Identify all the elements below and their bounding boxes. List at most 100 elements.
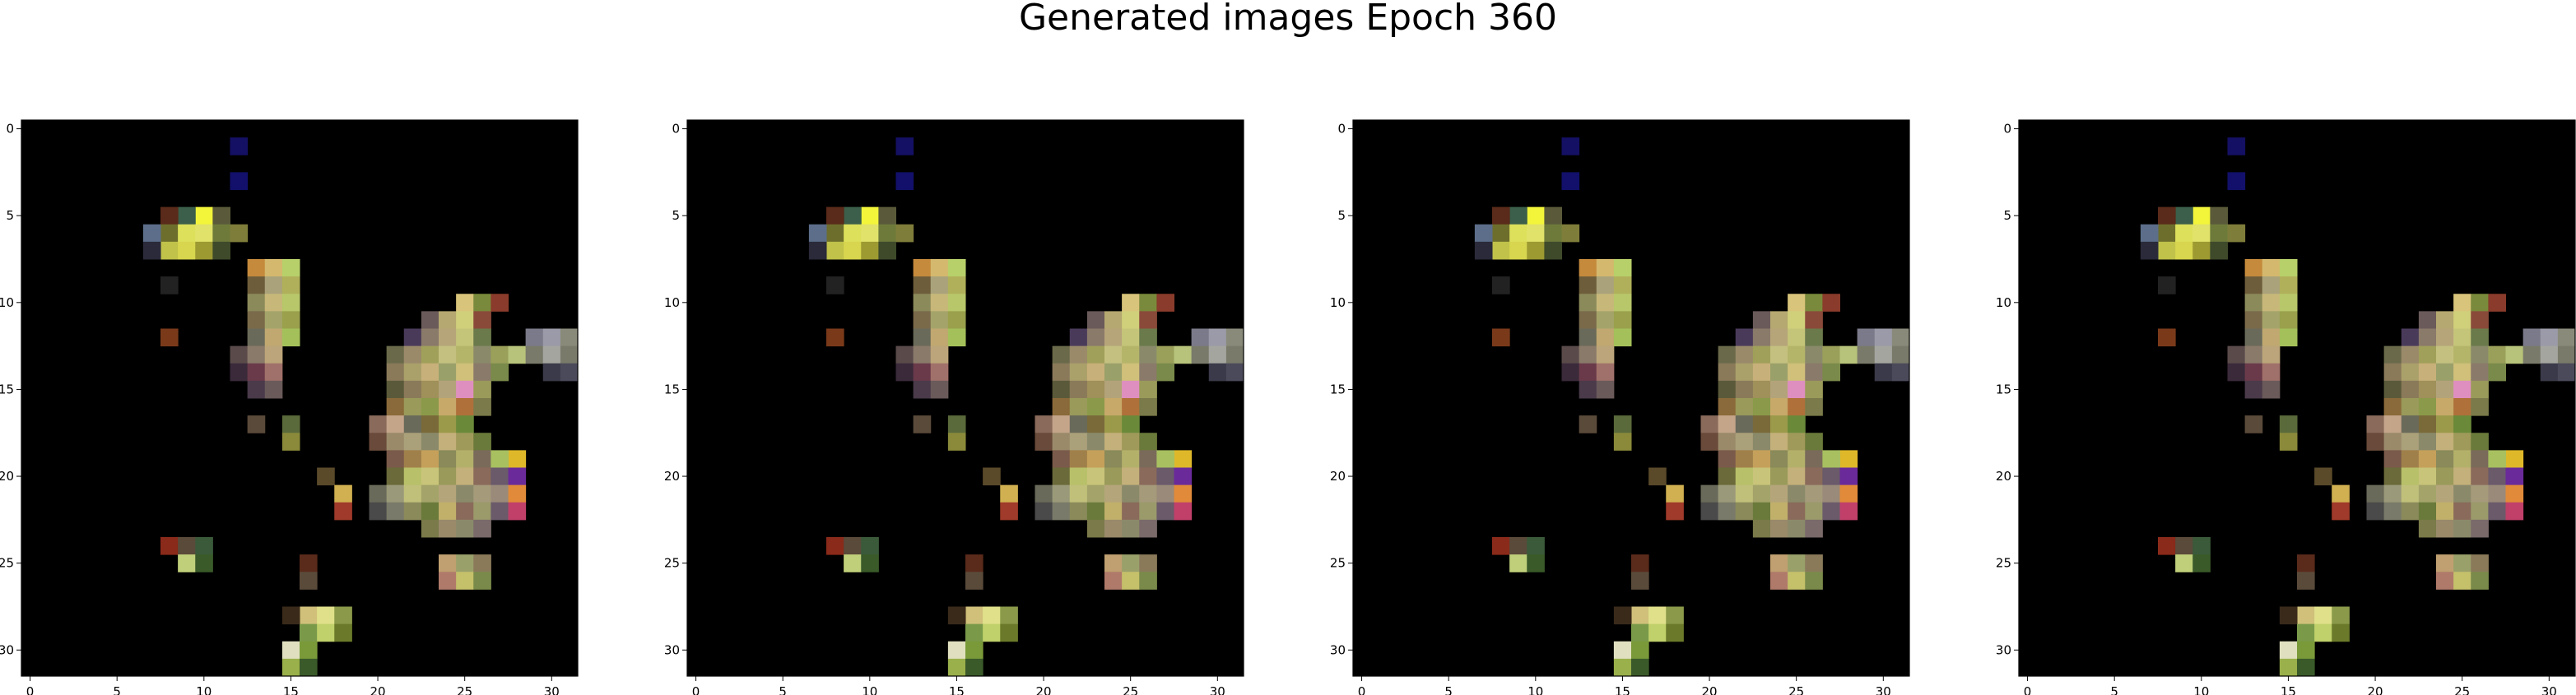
pixel-cell bbox=[1052, 433, 1071, 451]
pixel-cell bbox=[1561, 137, 1580, 155]
pixel-cell bbox=[930, 259, 949, 277]
y-tick-label: 0 bbox=[6, 122, 14, 137]
pixel-cell bbox=[1788, 484, 1806, 503]
pixel-cell bbox=[947, 276, 966, 294]
pixel-cell bbox=[2418, 415, 2437, 433]
pixel-cell bbox=[403, 502, 422, 521]
pixel-cell bbox=[2436, 450, 2454, 469]
pixel-cell bbox=[300, 623, 318, 642]
pixel-cell bbox=[473, 363, 491, 382]
pixel-cell bbox=[300, 572, 318, 590]
pixel-cell bbox=[2262, 276, 2281, 294]
y-tick-label: 30 bbox=[664, 642, 680, 657]
pixel-cell bbox=[1104, 415, 1123, 433]
pixel-cell bbox=[2279, 606, 2298, 625]
pixel-cell bbox=[456, 311, 474, 330]
pixel-cell bbox=[1735, 398, 1754, 416]
pixel-cell bbox=[1579, 328, 1597, 347]
pixel-cell bbox=[2158, 537, 2176, 555]
pixel-cell bbox=[1122, 484, 1140, 503]
pixel-cell bbox=[247, 294, 266, 312]
pixel-cell bbox=[1139, 294, 1157, 312]
pixel-cell bbox=[1035, 415, 1053, 433]
pixel-cell bbox=[439, 311, 457, 330]
pixel-cell bbox=[1122, 328, 1140, 347]
pixel-cell bbox=[2366, 484, 2385, 503]
y-tick-label: 5 bbox=[2003, 208, 2011, 223]
pixel-cell bbox=[491, 294, 509, 312]
pixel-cell bbox=[1788, 502, 1806, 521]
pixel-cell bbox=[913, 294, 932, 312]
pixel-cell bbox=[1069, 328, 1088, 347]
pixel-cell bbox=[1788, 415, 1806, 433]
pixel-cell bbox=[2471, 450, 2489, 469]
pixel-cell bbox=[1770, 398, 1788, 416]
pixel-cell bbox=[983, 623, 1001, 642]
pixel-cell bbox=[508, 345, 527, 364]
pixel-cell bbox=[1104, 345, 1123, 364]
pixel-cell bbox=[1700, 433, 1719, 451]
pixel-cell bbox=[2158, 276, 2176, 294]
pixel-cell bbox=[456, 450, 474, 469]
pixel-cell bbox=[983, 467, 1001, 486]
pixel-cell bbox=[1086, 519, 1105, 538]
pixel-cell bbox=[1805, 311, 1823, 330]
pixel-cell bbox=[2453, 572, 2471, 590]
pixel-cell bbox=[230, 224, 249, 243]
pixel-cell bbox=[1805, 484, 1823, 503]
pixel-cell bbox=[2279, 658, 2298, 677]
pixel-cell bbox=[2279, 259, 2298, 277]
pixel-cell bbox=[861, 241, 879, 260]
pixel-cell bbox=[2488, 294, 2507, 312]
x-tick-label: 10 bbox=[1527, 684, 1543, 695]
pixel-cell bbox=[2436, 484, 2454, 503]
pixel-cell bbox=[1770, 502, 1788, 521]
pixel-cell bbox=[2297, 658, 2315, 677]
pixel-cell bbox=[2488, 450, 2507, 469]
pixel-cell bbox=[1000, 502, 1018, 521]
pixel-cell bbox=[895, 345, 914, 364]
pixel-cell bbox=[2244, 345, 2263, 364]
pixel-cell bbox=[1648, 467, 1667, 486]
pixel-cell bbox=[2158, 224, 2176, 243]
pixel-cell bbox=[1122, 415, 1140, 433]
pixel-cell bbox=[2175, 537, 2193, 555]
pixel-cell bbox=[1788, 554, 1806, 572]
pixel-cell bbox=[439, 484, 457, 503]
pixel-cell bbox=[947, 641, 966, 660]
x-tick-label: 0 bbox=[26, 684, 35, 695]
pixel-cell bbox=[2436, 380, 2454, 399]
pixel-cell bbox=[2244, 363, 2263, 382]
pixel-cell bbox=[1561, 172, 1580, 191]
pixel-cell bbox=[1805, 467, 1823, 486]
pixel-cell bbox=[2227, 363, 2246, 382]
pixel-cell bbox=[1752, 380, 1771, 399]
pixel-cell bbox=[1000, 484, 1018, 503]
pixel-cell bbox=[2332, 606, 2350, 625]
pixel-cell bbox=[560, 345, 579, 364]
pixel-cell bbox=[386, 467, 405, 486]
pixel-cell bbox=[2192, 537, 2211, 555]
pixel-cell bbox=[1156, 345, 1175, 364]
pixel-cell bbox=[1156, 484, 1175, 503]
pixel-cell bbox=[1035, 484, 1053, 503]
pixel-cell bbox=[1735, 415, 1754, 433]
pixel-cell bbox=[1122, 572, 1140, 590]
x-tick-label: 0 bbox=[2024, 684, 2032, 695]
x-tick-label: 10 bbox=[862, 684, 877, 695]
pixel-cell bbox=[1700, 415, 1719, 433]
pixel-cell bbox=[1631, 623, 1649, 642]
pixel-cell bbox=[1770, 328, 1788, 347]
pixel-cell bbox=[473, 450, 491, 469]
pixel-cell bbox=[1139, 311, 1157, 330]
pixel-cell bbox=[1104, 484, 1123, 503]
pixel-cell bbox=[930, 311, 949, 330]
pixel-cell bbox=[2227, 345, 2246, 364]
pixel-cell bbox=[403, 345, 422, 364]
pixel-cell bbox=[1122, 502, 1140, 521]
pixel-cell bbox=[1086, 450, 1105, 469]
pixel-cell bbox=[1509, 241, 1527, 260]
pixel-cell bbox=[247, 328, 266, 347]
pixel-cell bbox=[2227, 172, 2246, 191]
